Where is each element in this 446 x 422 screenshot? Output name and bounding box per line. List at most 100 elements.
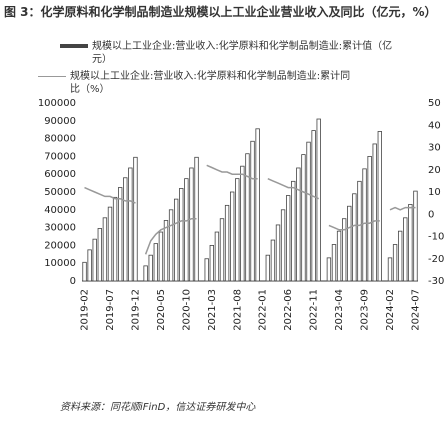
bar: [250, 140, 255, 282]
bar: [240, 165, 245, 282]
bar: [92, 238, 97, 282]
bar: [82, 261, 87, 282]
bar: [352, 193, 357, 282]
bar: [102, 217, 108, 282]
bar: [168, 209, 174, 282]
bar: [143, 265, 148, 282]
y2-tick-label: -30: [428, 276, 444, 287]
bar: [255, 128, 260, 282]
x-tick-label: 2022-11: [309, 289, 320, 331]
bar: [153, 243, 158, 282]
bar: [347, 205, 352, 282]
bar: [189, 167, 194, 282]
bar: [408, 204, 413, 282]
bar: [296, 167, 301, 282]
bar: [413, 190, 418, 282]
legend-label: 规模以上工业企业:营业收入:化学原料和化学制品制造业:累计值（亿元）: [92, 41, 393, 65]
bar: [245, 153, 250, 282]
source: 资料来源：同花顺iFinD，信达证券研发中心: [60, 402, 256, 413]
y-tick-label: 70000: [44, 151, 76, 162]
title: 图 3：化学原料和化学制品制造业规模以上工业企业营业收入及同比（亿元，%）: [4, 5, 437, 19]
bar: [357, 180, 362, 282]
x-tick-label: 2023-04: [334, 289, 345, 331]
bar: [397, 230, 403, 282]
legend-label: 规模以上工业企业:营业收入:化学原料和化学制品制造业:累计同比（%）: [70, 71, 351, 95]
x-tick-label: 2021-08: [232, 289, 243, 331]
legend-item: 规模以上工业企业:营业收入:化学原料和化学制品制造业:累计值（亿元）: [60, 40, 400, 66]
x-tick-label: 2023-09: [360, 289, 371, 331]
x-tick-label: 2019-02: [80, 289, 91, 331]
bar: [285, 195, 291, 282]
x-tick-label: 2022-06: [283, 289, 294, 331]
bar: [336, 230, 342, 282]
bar: [311, 130, 316, 282]
bar: [229, 191, 235, 282]
y-tick-label: 80000: [44, 134, 76, 145]
bar: [275, 224, 281, 282]
x-tick-label: 2020-10: [181, 289, 192, 331]
y-tick-label: 40000: [44, 205, 76, 216]
y-tick-label: 10000: [44, 258, 76, 269]
bar: [97, 228, 102, 282]
bar: [219, 218, 225, 282]
bar: [107, 206, 113, 282]
bar: [326, 257, 332, 282]
bar: [372, 143, 377, 282]
bar: [265, 254, 271, 282]
bar: [224, 204, 230, 282]
x-tick-label: 2024-07: [410, 289, 421, 331]
y-tick-label: 20000: [44, 240, 76, 251]
legend-item: 规模以上工业企业:营业收入:化学原料和化学制品制造业:累计同比（%）: [38, 70, 358, 96]
legend-swatch: [60, 44, 88, 48]
y-tick-label: 0: [70, 276, 76, 287]
bar: [377, 131, 383, 282]
bar: [235, 178, 240, 282]
y-tick-label: 30000: [44, 223, 76, 234]
x-tick-label: 2021-03: [207, 289, 218, 331]
chart: 0 10000 20000 30000 40000 50000 60000 70000 8000…: [38, 98, 445, 331]
bar: [209, 244, 214, 282]
legend-swatch: [38, 76, 66, 77]
line: [84, 164, 416, 255]
bar: [270, 239, 276, 282]
bar: [280, 209, 286, 282]
bar: [367, 155, 372, 282]
y2-tick-label: -10: [428, 232, 444, 243]
x-tick-label: 2020-05: [156, 289, 167, 331]
bar: [179, 188, 184, 282]
bar: [331, 244, 337, 282]
y-tick-label: 90000: [44, 116, 76, 127]
bar: [291, 180, 296, 282]
bar: [214, 231, 220, 282]
x-tick-label: 2019-12: [130, 289, 141, 331]
bar: [148, 254, 153, 282]
bar: [204, 258, 209, 282]
x-tick-label: 2019-07: [105, 289, 116, 331]
bar: [173, 198, 179, 282]
y2-tick-label: 50: [428, 98, 441, 109]
bar: [403, 217, 408, 282]
bar: [301, 154, 306, 282]
x-tick-label: 2022-01: [258, 289, 269, 331]
bar: [112, 196, 118, 282]
y2-tick-label: 10: [428, 187, 441, 198]
bar: [123, 177, 128, 282]
bar: [118, 187, 123, 282]
y2-tick-label: 20: [428, 165, 441, 176]
y-tick-label: 50000: [44, 187, 76, 198]
bar: [158, 231, 164, 282]
bar: [163, 220, 169, 282]
bar: [341, 218, 347, 282]
y2-tick-label: -20: [428, 254, 444, 265]
y2-tick-label: 0: [428, 209, 434, 220]
bar: [306, 141, 311, 282]
bar: [184, 178, 189, 282]
y-tick-label: 100000: [38, 98, 76, 109]
bar: [316, 118, 321, 282]
y2-tick-label: 40: [428, 120, 441, 131]
bar: [387, 257, 393, 282]
bar: [133, 156, 138, 282]
bar: [87, 249, 92, 282]
bar: [392, 244, 398, 282]
